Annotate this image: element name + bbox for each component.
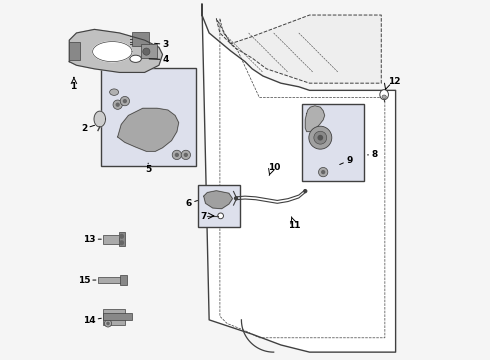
Text: 15: 15 <box>77 275 96 284</box>
Text: 11: 11 <box>288 221 301 230</box>
Circle shape <box>309 126 332 149</box>
Polygon shape <box>69 30 163 72</box>
Text: 4: 4 <box>149 55 169 64</box>
Text: 10: 10 <box>268 163 281 172</box>
Text: 12: 12 <box>389 77 401 86</box>
Text: 13: 13 <box>83 235 101 244</box>
FancyBboxPatch shape <box>302 104 364 181</box>
Circle shape <box>314 131 327 144</box>
Circle shape <box>119 240 124 245</box>
Text: 3: 3 <box>154 40 169 49</box>
Bar <box>132 32 149 46</box>
Circle shape <box>143 48 150 55</box>
Polygon shape <box>118 108 179 151</box>
Circle shape <box>234 196 238 201</box>
FancyBboxPatch shape <box>101 68 196 166</box>
Polygon shape <box>305 106 324 132</box>
Circle shape <box>318 167 328 177</box>
Circle shape <box>181 150 191 159</box>
Ellipse shape <box>380 90 389 100</box>
Ellipse shape <box>382 95 386 99</box>
Circle shape <box>119 234 124 239</box>
Text: 2: 2 <box>81 124 95 133</box>
Text: 8: 8 <box>368 150 377 159</box>
Polygon shape <box>204 191 232 209</box>
Ellipse shape <box>130 55 141 62</box>
Bar <box>120 275 126 285</box>
Polygon shape <box>93 42 132 62</box>
Circle shape <box>122 99 127 103</box>
Bar <box>119 232 124 246</box>
Circle shape <box>318 135 323 140</box>
Polygon shape <box>216 15 381 83</box>
Circle shape <box>116 103 120 107</box>
Circle shape <box>104 320 112 327</box>
Text: 1: 1 <box>70 82 76 91</box>
Circle shape <box>120 96 129 106</box>
Text: 5: 5 <box>145 165 151 174</box>
Circle shape <box>175 153 179 157</box>
Bar <box>103 314 132 320</box>
Bar <box>141 44 157 58</box>
Circle shape <box>321 170 325 174</box>
Text: 7: 7 <box>200 212 207 221</box>
Circle shape <box>303 189 307 193</box>
Text: 9: 9 <box>340 156 352 165</box>
Circle shape <box>184 153 188 157</box>
Circle shape <box>113 100 122 109</box>
Circle shape <box>172 150 181 159</box>
Polygon shape <box>202 4 395 352</box>
Bar <box>103 234 124 244</box>
FancyBboxPatch shape <box>197 185 240 227</box>
Bar <box>98 277 125 283</box>
Circle shape <box>106 321 110 325</box>
Bar <box>69 42 80 60</box>
Bar <box>103 310 125 324</box>
Circle shape <box>218 213 223 219</box>
Text: 6: 6 <box>186 199 197 208</box>
Polygon shape <box>94 111 105 127</box>
Ellipse shape <box>110 89 119 95</box>
Text: 14: 14 <box>83 316 101 325</box>
